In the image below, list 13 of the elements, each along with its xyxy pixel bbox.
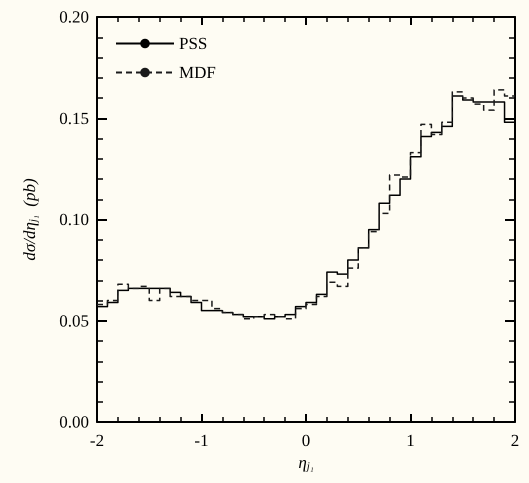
y-tick-label: 0.05 xyxy=(59,311,89,330)
y-tick-label: 0.20 xyxy=(59,8,89,26)
y-axis-title: dσ/dηj₁ (pb) xyxy=(20,178,40,261)
x-tick-label: -1 xyxy=(194,431,209,450)
x-tick-label: -2 xyxy=(90,431,104,450)
y-tick-label: 0.15 xyxy=(59,108,89,128)
legend-label: PSS xyxy=(179,34,208,53)
y-tick-label: 0.10 xyxy=(59,210,89,229)
x-tick-label: 2 xyxy=(510,431,520,450)
x-tick-label: 1 xyxy=(406,431,415,450)
legend-label: MDF xyxy=(179,63,216,82)
x-tick-label: 0 xyxy=(302,431,310,450)
y-tick-label: 0.00 xyxy=(59,412,89,432)
